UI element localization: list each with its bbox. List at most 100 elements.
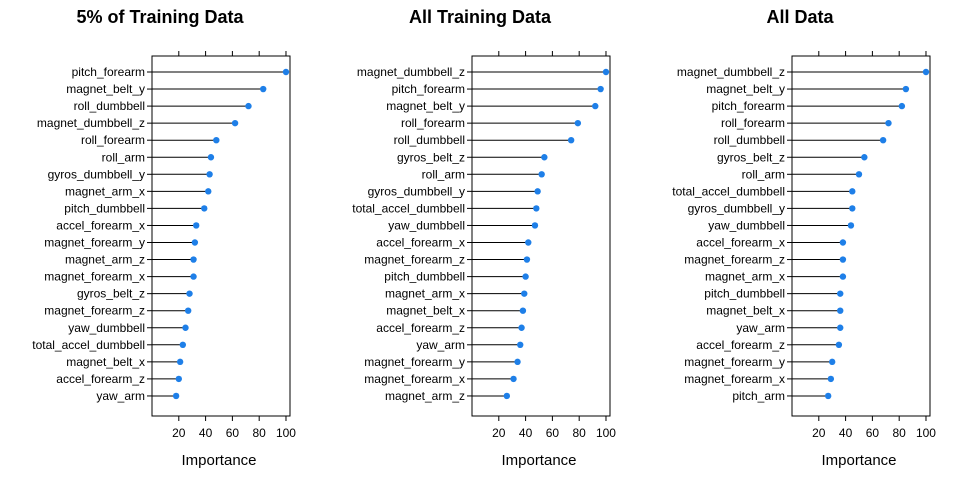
x-tick-label: 80	[893, 426, 907, 440]
category-label: magnet_belt_y	[706, 82, 785, 96]
category-label: gyros_belt_z	[717, 150, 785, 164]
x-tick-label: 100	[916, 426, 936, 440]
x-tick-label: 20	[812, 426, 826, 440]
data-point	[205, 188, 212, 195]
data-point	[190, 273, 197, 280]
category-label: roll_arm	[742, 167, 785, 181]
category-label: yaw_arm	[96, 389, 145, 403]
category-label: gyros_belt_z	[397, 150, 465, 164]
data-point	[902, 85, 910, 93]
data-point	[231, 119, 239, 127]
data-point	[193, 222, 200, 229]
x-tick-label: 40	[519, 426, 533, 440]
data-point	[525, 239, 532, 246]
category-label: yaw_dumbbell	[708, 218, 785, 232]
data-point	[213, 137, 220, 144]
category-label: magnet_forearm_z	[364, 253, 465, 267]
data-point	[837, 290, 844, 297]
category-label: magnet_belt_x	[706, 304, 785, 318]
category-label: magnet_arm_x	[65, 184, 145, 198]
x-axis-label: Importance	[501, 452, 576, 469]
data-point	[523, 256, 531, 263]
data-point	[533, 205, 540, 212]
data-point	[519, 307, 527, 314]
x-tick-label: 100	[276, 426, 296, 440]
category-label: magnet_dumbbell_z	[677, 65, 785, 79]
data-point	[879, 137, 887, 144]
data-point	[898, 102, 906, 110]
data-point	[567, 137, 575, 144]
x-axis-label: Importance	[821, 452, 896, 469]
category-label: magnet_arm_z	[65, 253, 145, 267]
category-label: total_accel_dumbbell	[352, 201, 465, 215]
category-label: roll_arm	[422, 167, 465, 181]
data-point	[184, 307, 192, 314]
category-label: accel_forearm_x	[376, 236, 465, 250]
x-tick-label: 20	[492, 426, 506, 440]
data-point	[179, 341, 187, 348]
category-label: yaw_arm	[736, 321, 785, 335]
category-label: roll_dumbbell	[714, 133, 785, 147]
category-label: gyros_dumbbell_y	[48, 167, 145, 181]
category-label: accel_forearm_z	[56, 372, 145, 386]
data-point	[839, 239, 847, 246]
data-point	[517, 341, 524, 348]
category-label: pitch_dumbbell	[384, 270, 465, 284]
data-point	[538, 171, 545, 178]
category-label: gyros_belt_z	[77, 287, 145, 301]
data-point	[827, 375, 835, 383]
category-label: yaw_dumbbell	[388, 218, 465, 232]
data-point	[837, 324, 844, 331]
x-axis-label: Importance	[181, 452, 256, 469]
data-point	[849, 205, 856, 212]
data-point	[182, 324, 189, 331]
category-label: magnet_forearm_y	[684, 355, 785, 369]
category-label: accel_forearm_x	[696, 236, 785, 250]
panel-title: All Data	[766, 7, 834, 27]
category-label: magnet_belt_x	[386, 304, 465, 318]
panel-title: All Training Data	[409, 7, 552, 27]
data-point	[835, 341, 843, 348]
category-label: pitch_forearm	[72, 65, 145, 79]
category-label: magnet_belt_y	[66, 82, 145, 96]
data-point	[206, 171, 213, 178]
x-tick-label: 100	[596, 426, 616, 440]
x-tick-label: 20	[172, 426, 186, 440]
category-label: pitch_arm	[732, 389, 785, 403]
category-label: roll_arm	[102, 150, 145, 164]
panel-3: All Data 20 40 60 80 100 Importance magnet_dumb…	[672, 7, 936, 469]
category-label: total_accel_dumbbell	[672, 184, 785, 198]
data-point	[201, 205, 208, 212]
category-label: magnet_belt_x	[66, 355, 145, 369]
category-label: roll_forearm	[81, 133, 145, 147]
data-point	[828, 358, 836, 366]
category-label: magnet_belt_y	[386, 99, 465, 113]
x-tick-label: 60	[866, 426, 880, 440]
data-point	[861, 154, 868, 161]
data-point	[503, 392, 511, 400]
panel-1: 5% of Training Data 20 40 60 80 100 Importance…	[32, 7, 296, 469]
data-point	[514, 358, 521, 366]
category-label: pitch_forearm	[712, 99, 785, 113]
data-point	[518, 324, 525, 331]
category-label: magnet_forearm_x	[684, 372, 785, 386]
data-point	[849, 188, 856, 195]
category-label: accel_forearm_z	[376, 321, 465, 335]
data-point	[824, 392, 832, 400]
category-label: accel_forearm_z	[696, 338, 785, 352]
category-label: magnet_forearm_z	[684, 253, 785, 267]
plot-frame	[151, 55, 291, 417]
data-point	[847, 222, 855, 229]
data-point	[207, 154, 215, 161]
plot-frame	[471, 55, 611, 417]
data-point	[282, 68, 290, 76]
category-label: gyros_dumbbell_y	[368, 184, 465, 198]
category-label: roll_forearm	[401, 116, 465, 130]
data-point	[839, 273, 847, 280]
category-label: magnet_arm_x	[705, 270, 785, 284]
x-tick-label: 40	[839, 426, 853, 440]
data-point	[837, 307, 844, 314]
category-label: magnet_forearm_y	[364, 355, 465, 369]
category-label: magnet_forearm_z	[44, 304, 145, 318]
